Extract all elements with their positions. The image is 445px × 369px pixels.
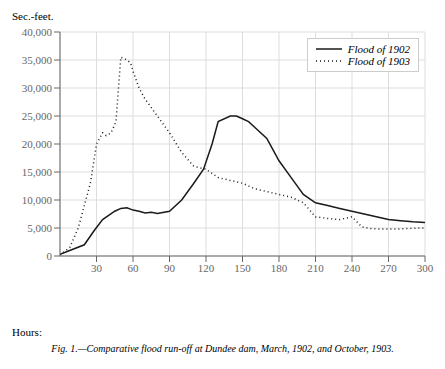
svg-text:270: 270 <box>380 262 397 274</box>
html-text:Sec.-feet.: Sec.-feet. <box>12 10 54 22</box>
svg-text:25,000: 25,000 <box>22 110 53 122</box>
svg-text:35,000: 35,000 <box>22 54 53 66</box>
svg-text:30,000: 30,000 <box>22 82 53 94</box>
svg-text:210: 210 <box>307 262 324 274</box>
svg-text:40,000: 40,000 <box>22 26 53 38</box>
svg-text:5,000: 5,000 <box>27 222 52 234</box>
svg-text:90: 90 <box>164 262 176 274</box>
svg-text:60: 60 <box>128 262 140 274</box>
svg-text:10,000: 10,000 <box>22 194 53 206</box>
html-text:Flood of 1903: Flood of 1903 <box>347 55 410 67</box>
svg-text:180: 180 <box>271 262 288 274</box>
svg-text:15,000: 15,000 <box>22 166 53 178</box>
svg-text:300: 300 <box>417 262 434 274</box>
html-text:Fig. 1.—Comparative flood run-: Fig. 1.—Comparative flood run-off at Dun… <box>51 343 394 354</box>
svg-text:240: 240 <box>344 262 361 274</box>
svg-text:120: 120 <box>198 262 215 274</box>
svg-text:150: 150 <box>234 262 251 274</box>
html-text:Flood of 1902: Flood of 1902 <box>347 43 410 55</box>
svg-text:20,000: 20,000 <box>22 138 53 150</box>
html-text:Hours:: Hours: <box>12 326 42 338</box>
svg-text:30: 30 <box>91 262 103 274</box>
svg-text:0: 0 <box>47 250 53 262</box>
